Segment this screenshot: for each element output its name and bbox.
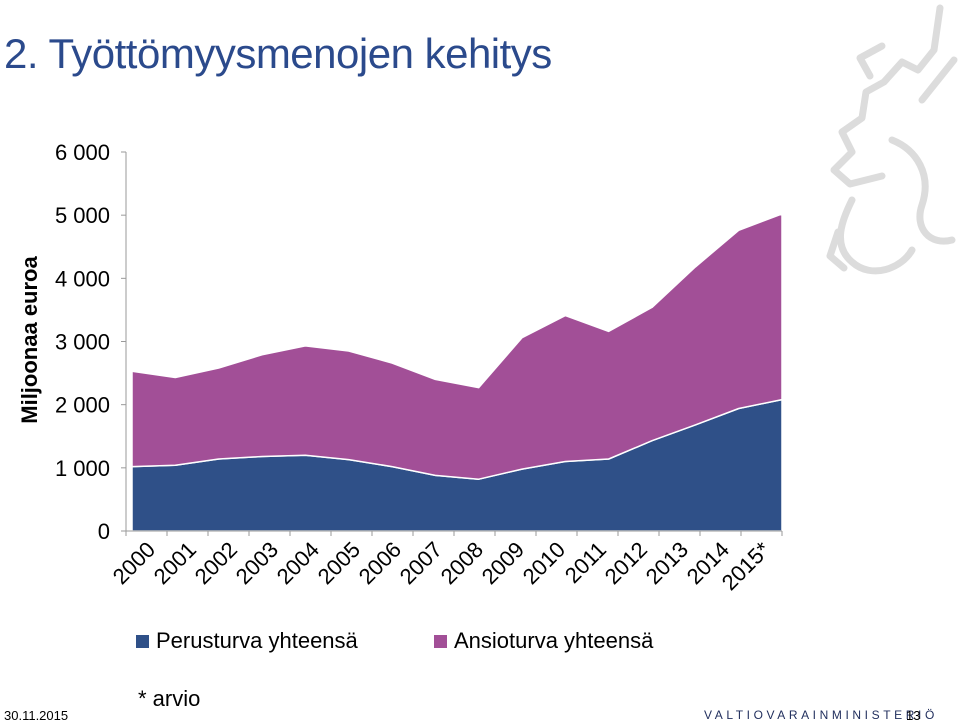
legend-item-perusturva: Perusturva yhteensä: [136, 628, 358, 654]
x-tick-label-2: 2002: [190, 537, 242, 589]
legend-swatch-perusturva: [136, 634, 149, 648]
legend-swatch-ansioturva: [434, 634, 447, 648]
x-tick-label-15: 2015*: [717, 537, 776, 596]
slide-title: 2. Työttömyysmenojen kehitys: [4, 30, 552, 77]
x-tick-label-3: 2003: [231, 537, 283, 589]
x-tick-label-0: 2000: [108, 537, 160, 589]
estimate-note: * arvio: [138, 686, 201, 711]
footer-ministry-name: VALTIOVARAINMINISTERIÖ: [704, 708, 938, 722]
y-tick-label-3: 3 000: [55, 330, 110, 355]
legend-item-ansioturva: Ansioturva yhteensä: [434, 628, 653, 654]
y-tick-label-2: 2 000: [55, 393, 110, 418]
legend-label-perusturva: Perusturva yhteensä: [156, 628, 358, 653]
x-tick-label-8: 2008: [436, 537, 488, 589]
x-tick-label-10: 2010: [518, 537, 570, 589]
x-tick-label-13: 2013: [641, 537, 693, 589]
x-tick-label-6: 2006: [354, 537, 406, 589]
area-series-1: [131, 213, 783, 480]
y-tick-label-0: 0: [98, 519, 110, 544]
x-tick-label-1: 2001: [149, 537, 201, 589]
x-tick-label-12: 2012: [600, 537, 652, 589]
y-tick-label-6: 6 000: [55, 140, 110, 165]
x-tick-label-5: 2005: [313, 537, 365, 589]
x-tick-label-4: 2004: [272, 537, 324, 589]
lion-emblem-watermark: [826, 4, 958, 275]
y-tick-label-5: 5 000: [55, 203, 110, 228]
x-tick-label-9: 2009: [477, 537, 529, 589]
page-number: 13: [906, 708, 921, 723]
x-tick-label-11: 2011: [560, 537, 611, 588]
footer-date: 30.11.2015: [4, 708, 69, 723]
y-axis-title: Miljoonaa euroa: [17, 256, 42, 424]
y-tick-label-1: 1 000: [55, 456, 110, 481]
x-tick-label-7: 2007: [395, 537, 447, 589]
y-tick-label-4: 4 000: [55, 266, 110, 291]
legend-label-ansioturva: Ansioturva yhteensä: [454, 628, 654, 653]
